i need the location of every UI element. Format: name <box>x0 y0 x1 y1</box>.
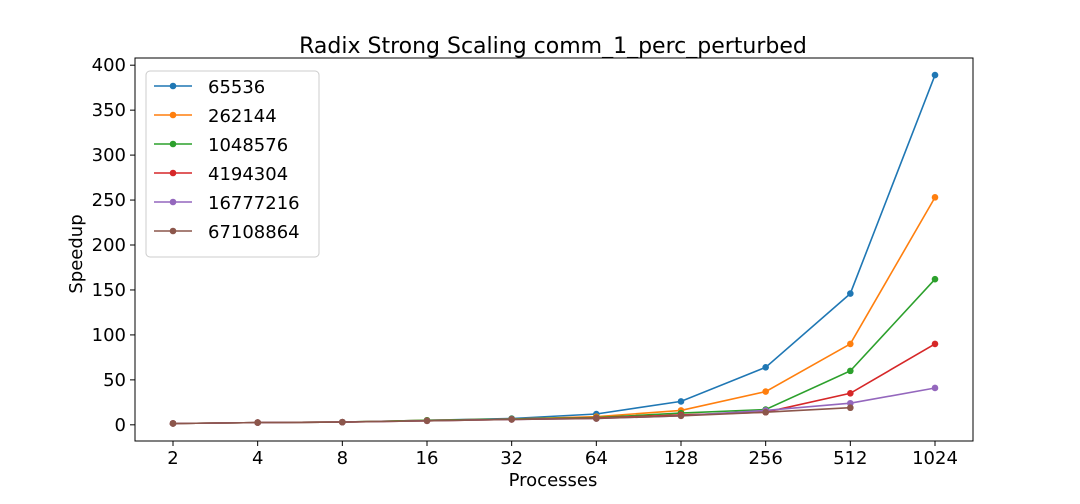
series-line-1048576 <box>172 278 936 425</box>
data-point-1048576 <box>931 275 939 283</box>
legend: 65536 262144 1048576 4194304 16777216 6710886… <box>145 70 320 258</box>
y-tick-label: 0 <box>115 415 126 436</box>
y-tick-label: 50 <box>103 370 126 391</box>
y-tick-label: 150 <box>92 280 126 301</box>
y-tick-label: 250 <box>92 190 126 211</box>
data-point-65536 <box>847 290 854 297</box>
data-point-262144 <box>762 388 769 395</box>
legend-box <box>145 70 320 258</box>
legend-marker-4194304 <box>169 169 177 177</box>
legend-label-16777216: 16777216 <box>208 193 300 214</box>
data-point-262144 <box>931 194 939 201</box>
data-point-67108864 <box>762 408 769 416</box>
x-tick-label: 128 <box>664 448 698 469</box>
data-point-4194304 <box>931 340 939 348</box>
x-tick-label: 32 <box>500 448 523 469</box>
chart-title: Radix Strong Scaling comm_1_perc_perturb… <box>299 34 807 59</box>
legend-label-65536: 65536 <box>208 77 265 98</box>
legend-marker-16777216 <box>169 198 177 206</box>
legend-marker-65536 <box>169 82 177 90</box>
y-tick-label: 200 <box>92 235 126 256</box>
data-point-65536 <box>762 363 769 371</box>
legend-label-4194304: 4194304 <box>208 164 288 185</box>
data-point-67108864 <box>339 418 346 426</box>
plot-area: 2 4 8 16 32 64 128 256 512 1024 0 50 100 150 200 250 300… <box>92 55 974 469</box>
data-point-262144 <box>847 340 854 348</box>
x-tick-label: 2 <box>167 448 178 469</box>
legend-marker-67108864 <box>169 227 177 235</box>
axes-frame <box>134 57 974 442</box>
data-point-65536 <box>677 398 685 405</box>
data-point-1048576 <box>847 367 854 375</box>
y-tick-label: 350 <box>92 100 126 121</box>
legend-label-262144: 262144 <box>208 106 277 127</box>
data-point-67108864 <box>169 420 177 427</box>
x-tick-label: 1024 <box>912 448 958 469</box>
x-tick-label: 8 <box>337 448 348 469</box>
y-tick-label: 400 <box>92 55 126 76</box>
data-point-67108864 <box>508 416 515 423</box>
data-point-67108864 <box>423 417 431 425</box>
data-point-16777216 <box>931 384 939 392</box>
data-point-67108864 <box>254 419 261 426</box>
x-tick-label: 64 <box>585 448 608 469</box>
legend-label-67108864: 67108864 <box>208 222 300 243</box>
data-point-67108864 <box>847 404 854 412</box>
data-point-67108864 <box>593 415 600 422</box>
legend-marker-1048576 <box>169 140 177 148</box>
x-tick-label: 256 <box>748 448 782 469</box>
y-tick-label: 300 <box>92 145 126 166</box>
x-tick-label: 4 <box>252 448 263 469</box>
y-tick-label: 100 <box>92 325 126 346</box>
x-tick-label: 16 <box>416 448 439 469</box>
x-tick-label: 512 <box>833 448 867 469</box>
y-axis-label: Speedup <box>66 214 87 293</box>
data-point-4194304 <box>847 390 854 397</box>
data-point-65536 <box>931 71 939 79</box>
legend-label-1048576: 1048576 <box>208 135 288 156</box>
x-axis-label: Processes <box>509 470 598 491</box>
legend-marker-262144 <box>169 111 177 119</box>
data-point-67108864 <box>677 412 685 420</box>
